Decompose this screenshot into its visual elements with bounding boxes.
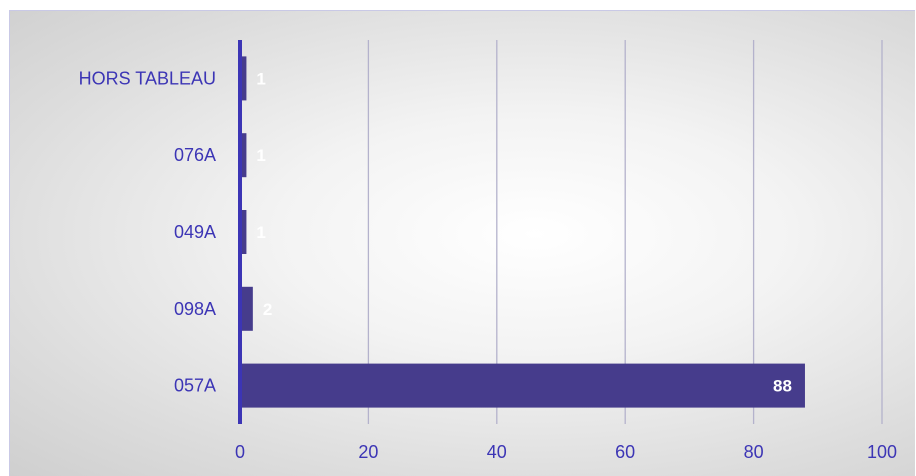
- data-label: 88: [773, 377, 792, 396]
- bars: [240, 56, 805, 408]
- tick-labels: 0 20 40 60 80 100: [235, 442, 897, 462]
- x-tick-label: 100: [867, 442, 897, 462]
- category-label: 076A: [174, 145, 216, 165]
- x-tick-label: 60: [615, 442, 635, 462]
- gridlines: [367, 40, 883, 424]
- x-tick-label: 20: [358, 442, 378, 462]
- bar-076a: [240, 133, 247, 178]
- category-label: HORS TABLEAU: [79, 68, 216, 88]
- category-label: 057A: [174, 376, 216, 396]
- category-label: 049A: [174, 222, 216, 242]
- data-label: 2: [263, 300, 272, 319]
- data-labels: 88 2 1 1 1: [256, 69, 792, 395]
- category-label: 098A: [174, 299, 216, 319]
- x-tick-label: 40: [487, 442, 507, 462]
- data-label: 1: [256, 69, 265, 88]
- bar-hors-tableau: [240, 56, 247, 101]
- x-tick-label: 0: [235, 442, 245, 462]
- data-label: 1: [256, 146, 265, 165]
- bar-049a: [240, 210, 247, 254]
- x-tick-label: 80: [744, 442, 764, 462]
- bar-057a: [240, 363, 805, 408]
- data-label: 1: [256, 223, 265, 242]
- bar-098a: [240, 286, 253, 331]
- category-labels: 057A 098A 049A 076A HORS TABLEAU: [79, 68, 216, 395]
